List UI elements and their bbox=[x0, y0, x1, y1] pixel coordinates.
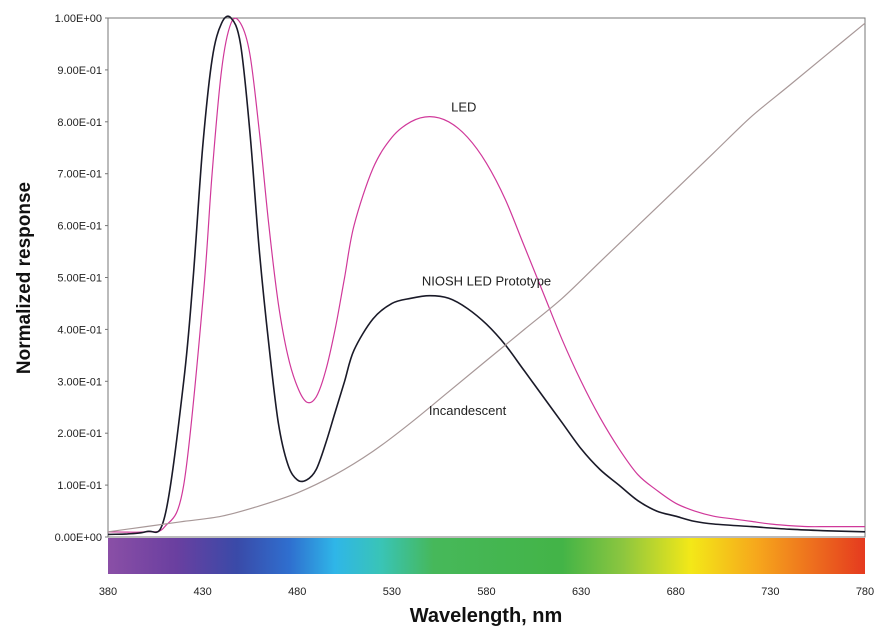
annotation-label: Incandescent bbox=[429, 403, 507, 418]
x-tick-label: 780 bbox=[856, 586, 874, 598]
y-tick-label: 1.00E-01 bbox=[57, 480, 102, 492]
x-tick-label: 630 bbox=[572, 586, 590, 598]
y-tick-label: 8.00E-01 bbox=[57, 117, 102, 129]
x-tick-label: 580 bbox=[477, 586, 495, 598]
y-tick-label: 9.00E-01 bbox=[57, 65, 102, 77]
annotation-label: LED bbox=[451, 99, 476, 114]
y-tick-label: 6.00E-01 bbox=[57, 221, 102, 233]
y-tick-label: 7.00E-01 bbox=[57, 169, 102, 181]
y-tick-label: 5.00E-01 bbox=[57, 273, 102, 285]
x-tick-label: 530 bbox=[383, 586, 401, 598]
x-axis-title: Wavelength, nm bbox=[410, 605, 563, 627]
spectrum-bar bbox=[108, 538, 865, 574]
x-tick-label: 430 bbox=[193, 586, 211, 598]
plot-area bbox=[107, 17, 866, 538]
y-tick-label: 2.00E-01 bbox=[57, 428, 102, 440]
y-tick-label: 1.00E+00 bbox=[55, 13, 102, 25]
x-tick-label: 730 bbox=[761, 586, 779, 598]
annotation-label: NIOSH LED Prototype bbox=[422, 273, 551, 288]
y-tick-label: 4.00E-01 bbox=[57, 324, 102, 336]
series-line-incandescent bbox=[107, 22, 866, 533]
series-line-niosh-led-prototype bbox=[107, 15, 866, 536]
series-line-led bbox=[107, 17, 865, 533]
y-tick-label: 3.00E-01 bbox=[57, 376, 102, 388]
x-tick-label: 380 bbox=[99, 586, 117, 598]
y-axis-title: Normalized response bbox=[14, 182, 35, 374]
annotations: LED NIOSH LED Prototype Incandescent bbox=[422, 99, 551, 418]
x-axis-ticks: 380 430 480 530 580 630 680 730 780 bbox=[99, 586, 874, 598]
y-tick-label: 0.00E+00 bbox=[55, 532, 102, 544]
x-tick-label: 680 bbox=[667, 586, 685, 598]
series-layer bbox=[107, 15, 866, 536]
x-tick-label: 480 bbox=[288, 586, 306, 598]
y-axis-ticks: 0.00E+00 1.00E-01 2.00E-01 3.00E-01 4.00E-01… bbox=[55, 13, 108, 544]
